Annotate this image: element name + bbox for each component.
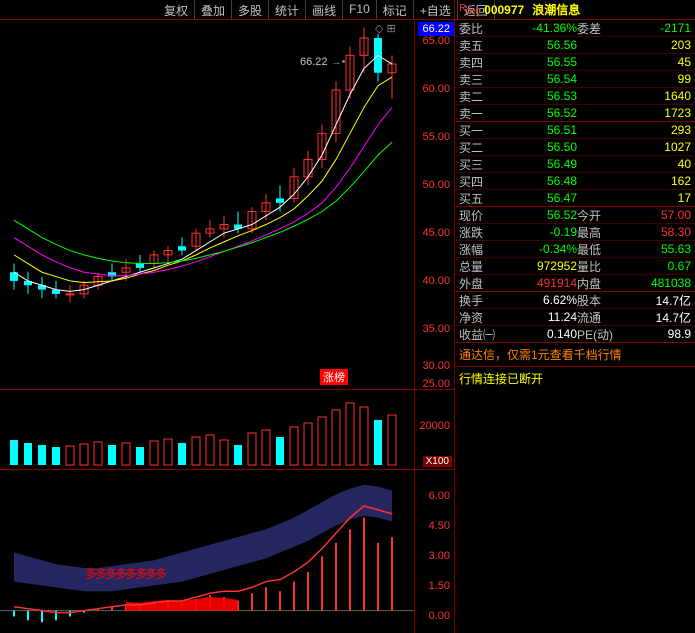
- orderbook-row: 买五56.4717: [455, 190, 695, 207]
- toolbar-btn-画线[interactable]: 画线: [306, 0, 343, 19]
- toolbar-btn-+自选[interactable]: +自选: [414, 0, 458, 19]
- volume-chart[interactable]: X100 20000: [0, 390, 454, 470]
- y-tick: 6.00: [429, 490, 450, 502]
- orderbook-row: 买一56.51293: [455, 122, 695, 139]
- price-annotation: 66.22 →•: [300, 56, 345, 68]
- price-badge: 66.22: [418, 22, 454, 36]
- vol-y-axis: X100 20000: [414, 390, 454, 469]
- toolbar-btn-叠加[interactable]: 叠加: [195, 0, 232, 19]
- quote-row: 外盘491914内盘481038: [455, 275, 695, 292]
- orderbook-row: 卖五56.56203: [455, 37, 695, 54]
- main-y-axis: 66.22 65.00 60.00 55.00 50.00 45.00 40.00 35.0…: [414, 20, 454, 389]
- y-tick: 25.00: [422, 378, 450, 390]
- toolbar: 复权叠加多股统计画线F10标记+自选返回: [0, 0, 454, 20]
- orderbook-row: 卖四56.5545: [455, 54, 695, 71]
- y-tick: 4.50: [429, 520, 450, 532]
- toolbar-btn-多股[interactable]: 多股: [232, 0, 269, 19]
- quote-row: 换手6.62%股本14.7亿: [455, 292, 695, 309]
- stock-name: 浪潮信息: [532, 1, 580, 18]
- ratio-label: 委比: [459, 20, 499, 37]
- quote-row: 涨跌-0.19最高58.30: [455, 224, 695, 241]
- y-tick: 45.00: [422, 227, 450, 239]
- ratio-value: -41.36%: [499, 21, 577, 35]
- toolbar-btn-标记[interactable]: 标记: [377, 0, 414, 19]
- quote-row: 总量972952量比0.67: [455, 258, 695, 275]
- orderbook-row: 卖二56.531640: [455, 88, 695, 105]
- y-tick: 30.00: [422, 360, 450, 372]
- y-tick: 35.00: [422, 323, 450, 335]
- toolbar-btn-复权[interactable]: 复权: [158, 0, 195, 19]
- y-tick: 50.00: [422, 179, 450, 191]
- orderbook-row: 卖一56.521723: [455, 105, 695, 122]
- status-message: 行情连接已断开: [455, 367, 695, 390]
- r-badge: R300: [459, 3, 480, 16]
- y-tick: 0.00: [429, 610, 450, 622]
- y-tick: 55.00: [422, 131, 450, 143]
- x100-badge: X100: [423, 456, 452, 467]
- ratio-row: 委比 -41.36% 委差 -2171: [455, 20, 695, 37]
- y-tick: 3.00: [429, 550, 450, 562]
- diff-value: -2171: [617, 21, 691, 35]
- quote-row: 涨幅-0.34%最低55.63: [455, 241, 695, 258]
- indicator-chart[interactable]: 6.00 4.50 3.00 1.50 0.00 多多多多多多多多: [0, 470, 454, 633]
- promo-banner[interactable]: 通达信，仅需1元查看千档行情: [455, 343, 695, 367]
- y-tick: 40.00: [422, 275, 450, 287]
- zhang-badge: 涨榜: [320, 369, 348, 385]
- y-tick: 65.00: [422, 35, 450, 47]
- quote-row: 收益㈠0.140PE(动)98.9: [455, 326, 695, 343]
- orderbook-row: 买三56.4940: [455, 156, 695, 173]
- ind-y-axis: 6.00 4.50 3.00 1.50 0.00: [414, 470, 454, 633]
- y-tick: 20000: [419, 420, 450, 432]
- right-panel: R300 000977 浪潮信息 委比 -41.36% 委差 -2171 卖五5…: [455, 0, 695, 633]
- y-tick: 1.50: [429, 580, 450, 592]
- quote-row: 现价56.52今开57.00: [455, 207, 695, 224]
- toolbar-btn-统计[interactable]: 统计: [269, 0, 306, 19]
- orderbook-row: 卖三56.5499: [455, 71, 695, 88]
- duo-badge: 多多多多多多多多: [85, 565, 165, 582]
- quote-row: 净资11.24流通14.7亿: [455, 309, 695, 326]
- orderbook-row: 买二56.501027: [455, 139, 695, 156]
- orderbook-row: 买四56.48162: [455, 173, 695, 190]
- stock-code: 000977: [484, 3, 524, 17]
- chart-menu-icon[interactable]: ◇ ⊞: [375, 22, 396, 35]
- left-panel: 复权叠加多股统计画线F10标记+自选返回 66.22 65.00 60.00 55.…: [0, 0, 455, 633]
- stock-header: R300 000977 浪潮信息: [455, 0, 695, 20]
- main-chart[interactable]: 66.22 65.00 60.00 55.00 50.00 45.00 40.00 35.0…: [0, 20, 454, 390]
- y-tick: 60.00: [422, 83, 450, 95]
- diff-label: 委差: [577, 20, 617, 37]
- toolbar-btn-F10[interactable]: F10: [343, 0, 377, 19]
